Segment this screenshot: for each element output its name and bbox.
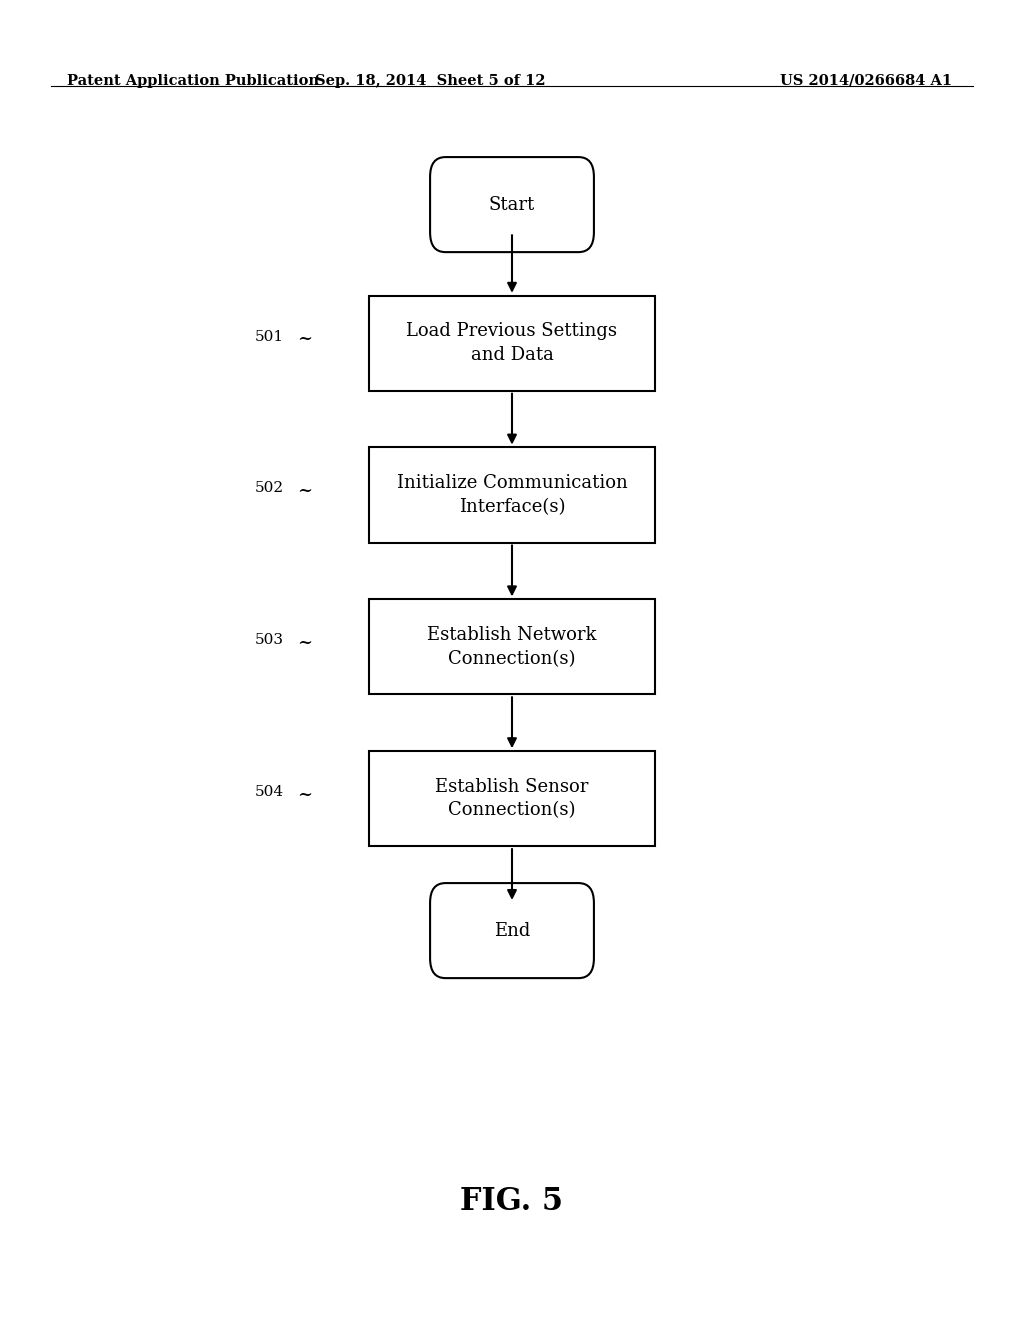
Text: Start: Start [488,195,536,214]
Text: US 2014/0266684 A1: US 2014/0266684 A1 [780,74,952,88]
FancyBboxPatch shape [430,157,594,252]
Text: Establish Sensor
Connection(s): Establish Sensor Connection(s) [435,777,589,820]
Bar [369,751,655,846]
Text: FIG. 5: FIG. 5 [461,1185,563,1217]
Text: 502: 502 [255,482,284,495]
Bar [369,296,655,391]
Text: Patent Application Publication: Patent Application Publication [67,74,318,88]
Text: Sep. 18, 2014  Sheet 5 of 12: Sep. 18, 2014 Sheet 5 of 12 [314,74,546,88]
Text: ~: ~ [297,785,312,804]
Text: Load Previous Settings
and Data: Load Previous Settings and Data [407,322,617,364]
Text: 504: 504 [255,785,284,799]
Bar [369,447,655,543]
Text: ~: ~ [297,330,312,348]
Text: 503: 503 [255,634,284,647]
Bar [369,599,655,694]
Text: Initialize Communication
Interface(s): Initialize Communication Interface(s) [396,474,628,516]
Text: End: End [494,921,530,940]
Text: Establish Network
Connection(s): Establish Network Connection(s) [427,626,597,668]
Text: ~: ~ [297,634,312,652]
Text: ~: ~ [297,482,312,500]
Text: 501: 501 [255,330,284,343]
FancyBboxPatch shape [430,883,594,978]
